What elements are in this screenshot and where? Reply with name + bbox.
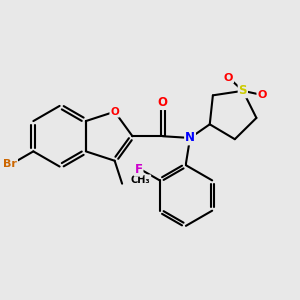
Text: S: S — [238, 84, 247, 97]
Text: N: N — [185, 131, 195, 144]
Text: F: F — [135, 163, 142, 176]
Text: O: O — [110, 107, 119, 117]
Text: Br: Br — [3, 159, 17, 169]
Text: O: O — [224, 73, 233, 82]
Text: O: O — [257, 90, 267, 100]
Text: O: O — [158, 96, 168, 109]
Text: CH₃: CH₃ — [131, 175, 150, 185]
